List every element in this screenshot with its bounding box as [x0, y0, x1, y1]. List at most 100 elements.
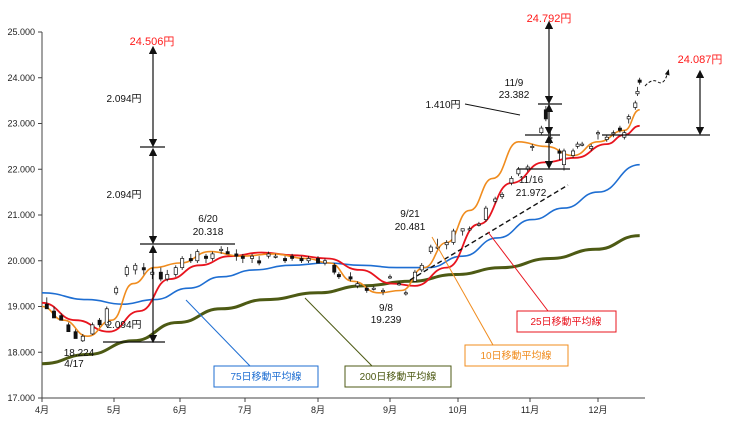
forecast-dashed-curve: [644, 69, 670, 87]
candle: [626, 114, 631, 124]
label-gap-upper: 2.094円: [106, 94, 141, 105]
label-24792: 24.792円: [527, 13, 572, 25]
candle-body: [626, 116, 631, 120]
candle-body: [571, 150, 576, 156]
candle: [451, 228, 456, 245]
label-low-apr-date: 4/17: [64, 359, 84, 370]
candle: [204, 253, 208, 264]
candle: [530, 144, 535, 151]
candle-body: [273, 255, 278, 258]
label-gap-nov: 1.410円: [425, 100, 460, 111]
candle: [133, 263, 138, 275]
candle-body: [90, 324, 95, 335]
candle: [539, 125, 544, 135]
candle-body: [257, 260, 262, 264]
candle-body: [104, 308, 109, 326]
candle: [580, 141, 585, 147]
label-sep8-value: 19.239: [371, 315, 402, 326]
candle: [225, 247, 230, 255]
candle-body: [483, 207, 488, 220]
candle: [596, 130, 600, 140]
candle: [104, 306, 109, 328]
candle: [306, 256, 311, 264]
candle-body: [306, 258, 311, 262]
candle-body: [633, 102, 638, 108]
x-tick-label: 10月: [448, 405, 467, 415]
candle: [332, 263, 337, 275]
candle-body: [141, 267, 146, 271]
candle: [97, 317, 102, 328]
candle-body: [635, 91, 640, 95]
candle-body: [250, 255, 255, 259]
pointer-ma10: [431, 236, 494, 346]
candle-body: [44, 303, 49, 310]
candle: [316, 256, 320, 264]
candle: [80, 333, 85, 343]
candle-body: [397, 283, 402, 286]
candle: [460, 228, 465, 236]
candle-body: [467, 228, 472, 231]
label-low-apr-value: 18.224: [64, 348, 95, 359]
pointer-1410: [464, 103, 521, 116]
candle: [493, 196, 498, 204]
candle: [388, 274, 392, 280]
candle: [73, 329, 78, 339]
label-gap-lower: 2.094円: [106, 320, 141, 331]
candle: [476, 221, 481, 227]
legend-text-ma25: 25日移動平均線: [530, 315, 601, 328]
candle-body: [290, 255, 295, 259]
pointer-ma75: [185, 299, 251, 367]
candle: [323, 258, 327, 266]
legend-ma200: 200日移動平均線: [304, 297, 452, 388]
candle-body: [444, 242, 449, 246]
candle-body: [516, 168, 521, 175]
legend-box-ma200: [344, 365, 452, 388]
candle: [90, 322, 95, 335]
candle-body: [589, 146, 594, 150]
candle-body: [66, 324, 71, 333]
legend-box-ma75: [213, 365, 319, 388]
label-jun-value: 20.318: [193, 227, 224, 238]
candle-body: [604, 136, 609, 140]
y-tick-label: 22.000: [7, 164, 35, 174]
candle: [412, 269, 417, 282]
candle-body: [266, 253, 271, 257]
candle: [611, 130, 616, 138]
legend-text-ma200: 200日移動平均線: [360, 370, 437, 383]
candle: [355, 281, 360, 289]
candle-body: [580, 143, 585, 146]
x-tick-label: 11月: [521, 405, 539, 415]
candle-body: [596, 132, 600, 135]
candle: [257, 256, 262, 266]
candle-body: [173, 267, 178, 275]
candle-body: [493, 198, 498, 202]
candle-body: [73, 331, 78, 339]
candle: [444, 240, 449, 250]
candle-body: [124, 267, 129, 275]
candle-body: [332, 264, 337, 273]
label-jun-date: 6/20: [198, 214, 218, 225]
candle-body: [617, 127, 622, 131]
candle: [141, 263, 146, 275]
candle: [66, 322, 71, 333]
candle: [604, 134, 609, 142]
candle: [483, 205, 488, 222]
candle-body: [210, 253, 215, 259]
candle: [273, 253, 278, 259]
candle-body: [611, 132, 616, 135]
x-tick-label: 6月: [173, 405, 187, 415]
candle: [336, 272, 341, 280]
candle-body: [388, 276, 392, 279]
candle: [44, 297, 49, 310]
label-gap-middle: 2.094円: [106, 190, 141, 201]
candle-body: [562, 150, 566, 166]
candle: [52, 306, 56, 319]
candle-body: [234, 253, 239, 257]
y-tick-label: 20.000: [7, 256, 35, 266]
candle: [173, 265, 178, 277]
candle: [283, 256, 287, 264]
candle: [219, 246, 224, 254]
candle: [562, 148, 566, 171]
candle-body: [460, 228, 465, 232]
